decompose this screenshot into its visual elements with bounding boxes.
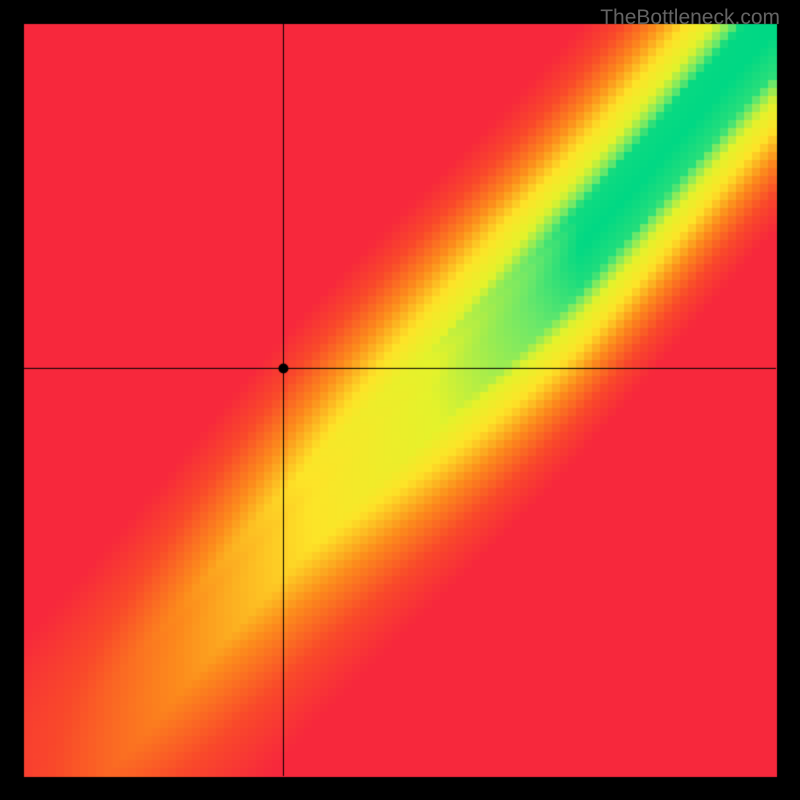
bottleneck-heatmap-canvas xyxy=(0,0,800,800)
watermark-text: TheBottleneck.com xyxy=(600,6,780,30)
